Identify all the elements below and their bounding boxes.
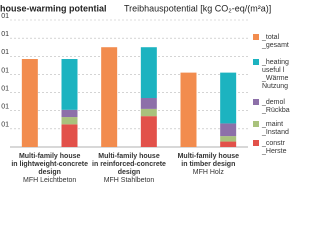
x-category-label: in reinforced-concrete	[92, 161, 166, 168]
legend-label: _Wärme	[261, 75, 289, 82]
x-category-label: Multi-family house	[178, 153, 240, 160]
legend-swatch	[253, 99, 259, 105]
legend-swatch	[253, 140, 259, 146]
y-tick-label: 01	[1, 85, 9, 92]
y-tick-label: 01	[1, 104, 9, 111]
bar	[101, 47, 118, 147]
bar-segment	[61, 109, 78, 118]
bar-segment	[140, 98, 157, 109]
bar-segment	[140, 108, 157, 117]
legend-label: useful l	[262, 67, 285, 74]
x-category-label: in timber design	[181, 161, 235, 168]
x-category-label: Multi-family house	[19, 153, 81, 160]
x-category-label: in lightweight-concrete	[11, 161, 88, 168]
bar-segment	[220, 141, 237, 147]
legend-label: _constr	[261, 140, 286, 147]
bar	[180, 72, 197, 147]
chart-subtitle: Treibhauspotential [kg CO₂-eq/(m²a)]	[124, 3, 271, 13]
x-category-sublabel: MFH Stahlbeton	[104, 177, 155, 184]
x-category-sublabel: MFH Holz	[193, 169, 225, 176]
legend-label: _Herste	[261, 148, 287, 155]
bar-segment	[220, 123, 237, 137]
legend-label: _heating	[261, 59, 289, 66]
y-tick-label: 01	[1, 13, 9, 20]
chart-title: house-warming potential	[0, 3, 107, 13]
bar	[21, 59, 38, 147]
legend-label: _demol	[261, 99, 285, 106]
x-category-label: Multi-family house	[98, 153, 160, 160]
bar-segment	[61, 124, 78, 147]
legend-label: Nutzung	[262, 83, 288, 90]
bar-segment	[61, 117, 78, 125]
legend-swatch	[253, 59, 259, 65]
legend-label: _total	[261, 34, 280, 41]
y-tick-label: 01	[1, 31, 9, 38]
legend-swatch	[253, 34, 259, 40]
bar-segment	[220, 136, 237, 142]
bar-segment	[140, 47, 157, 99]
legend-label: _gesamt	[261, 42, 289, 49]
y-tick-label: 01	[1, 49, 9, 56]
bar-segment	[61, 59, 78, 110]
y-tick-label: 01	[1, 67, 9, 74]
y-tick-label: 01	[1, 122, 9, 129]
chart: house-warming potential Treibhauspotenti…	[0, 3, 290, 184]
x-category-label: design	[38, 169, 61, 176]
bar-segment	[220, 72, 237, 124]
bar-segment	[140, 116, 157, 147]
legend-label: _Rückba	[261, 107, 290, 114]
legend-label: _maint	[261, 121, 283, 128]
legend-label: _Instand	[261, 129, 289, 136]
legend-swatch	[253, 121, 259, 127]
x-category-sublabel: MFH Leichtbeton	[23, 177, 76, 184]
x-category-label: design	[118, 169, 141, 176]
